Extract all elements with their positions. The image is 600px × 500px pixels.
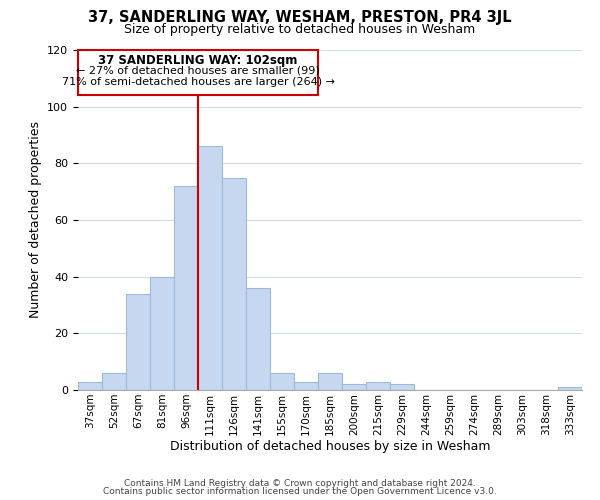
Text: 37 SANDERLING WAY: 102sqm: 37 SANDERLING WAY: 102sqm [98,54,298,67]
X-axis label: Distribution of detached houses by size in Wesham: Distribution of detached houses by size … [170,440,490,454]
Bar [174,186,198,390]
Y-axis label: Number of detached properties: Number of detached properties [29,122,41,318]
Text: 37, SANDERLING WAY, WESHAM, PRESTON, PR4 3JL: 37, SANDERLING WAY, WESHAM, PRESTON, PR4… [88,10,512,25]
Bar [102,373,126,390]
Bar [318,373,342,390]
Bar [342,384,366,390]
Text: Size of property relative to detached houses in Wesham: Size of property relative to detached ho… [124,22,476,36]
Bar [150,276,174,390]
Text: ← 27% of detached houses are smaller (99): ← 27% of detached houses are smaller (99… [76,66,320,76]
Text: 71% of semi-detached houses are larger (264) →: 71% of semi-detached houses are larger (… [62,77,335,87]
Bar [294,382,318,390]
Bar [126,294,150,390]
Bar [222,178,246,390]
Text: Contains public sector information licensed under the Open Government Licence v3: Contains public sector information licen… [103,487,497,496]
Bar [270,373,294,390]
FancyBboxPatch shape [78,50,318,96]
Bar [246,288,270,390]
Bar [198,146,222,390]
Text: Contains HM Land Registry data © Crown copyright and database right 2024.: Contains HM Land Registry data © Crown c… [124,478,476,488]
Bar [366,382,390,390]
Bar [78,382,102,390]
Bar [558,387,582,390]
Bar [390,384,414,390]
